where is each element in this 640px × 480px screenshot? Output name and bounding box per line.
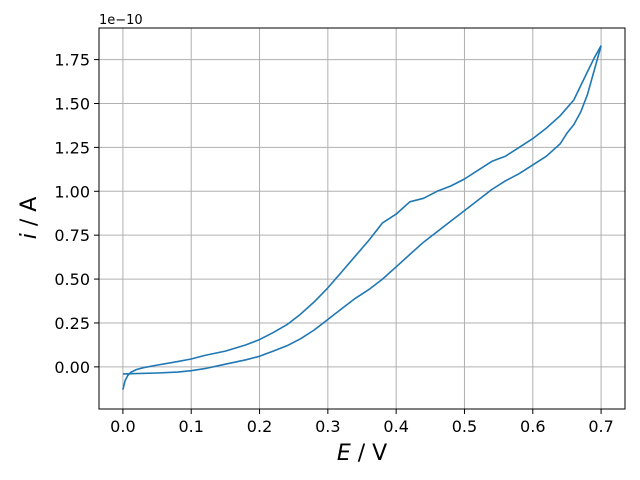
x-tick-label: 0.5: [452, 417, 477, 436]
y-axis-unit: / A: [17, 197, 42, 233]
x-tick-label: 0.0: [110, 417, 135, 436]
x-axis-label: E / V: [337, 441, 387, 466]
y-offset-text: 1e−10: [99, 13, 143, 28]
y-tick-label: 1.75: [54, 51, 90, 70]
y-axis-label: i / A: [17, 197, 42, 240]
y-tick-label: 1.00: [54, 182, 90, 201]
x-tick-label: 0.3: [315, 417, 340, 436]
y-tick-label: 0.00: [54, 358, 90, 377]
y-tick-label: 0.50: [54, 270, 90, 289]
x-tick-label: 0.1: [178, 417, 203, 436]
x-tick-label: 0.7: [588, 417, 613, 436]
y-tick-label: 1.50: [54, 94, 90, 113]
x-tick-label: 0.4: [383, 417, 408, 436]
plot-frame: [98, 27, 626, 410]
y-tick-label: 0.25: [54, 314, 90, 333]
y-tick-label: 1.25: [54, 138, 90, 157]
y-tick-label: 0.75: [54, 226, 90, 245]
ticks: 0.0 0.1 0.2 0.3 0.4 0.5 0.6 0.7 0.00 0.25 0.50 0.75…: [54, 51, 613, 436]
grid: [99, 28, 625, 409]
series-line-2: [122, 45, 602, 375]
series-layer: [122, 45, 602, 390]
x-axis-unit: / V: [351, 441, 387, 466]
x-axis-symbol: E: [337, 441, 351, 466]
x-tick-label: 0.6: [520, 417, 545, 436]
y-axis-symbol: i: [17, 233, 42, 239]
series-line-1: [122, 45, 602, 390]
x-tick-label: 0.2: [247, 417, 272, 436]
